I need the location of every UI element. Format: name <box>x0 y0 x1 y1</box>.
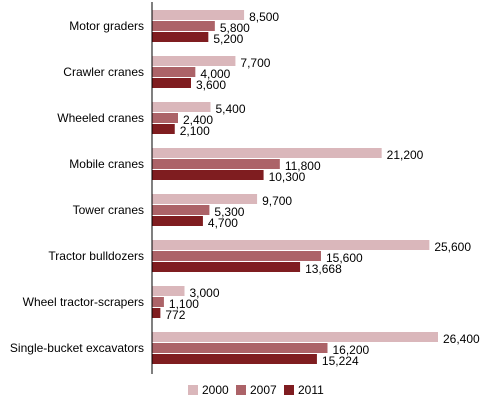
legend-swatch-2007 <box>236 385 246 395</box>
bar-mobile-cranes-2011 <box>152 170 264 180</box>
value-label-motor-graders-2007: 5,800 <box>220 21 250 35</box>
bar-tower-cranes-2000 <box>152 194 258 204</box>
legend-label-2000: 2000 <box>202 383 229 397</box>
value-label-tower-cranes-2011: 4,700 <box>208 216 238 230</box>
value-label-wheeled-cranes-2000: 5,400 <box>216 102 246 116</box>
value-label-crawler-cranes-2007: 4,000 <box>200 67 230 81</box>
value-label-mobile-cranes-2011: 10,300 <box>269 170 306 184</box>
bars-group <box>152 10 438 364</box>
category-label-wheeled-cranes: Wheeled cranes <box>57 111 144 125</box>
category-label-tower-cranes: Tower cranes <box>73 203 144 217</box>
bar-motor-graders-2007 <box>152 21 215 31</box>
value-label-mobile-cranes-2000: 21,200 <box>387 148 424 162</box>
value-label-tower-cranes-2000: 9,700 <box>262 194 292 208</box>
value-label-mobile-cranes-2007: 11,800 <box>285 159 321 173</box>
category-label-mobile-cranes: Mobile cranes <box>69 157 144 171</box>
bar-tractor-bulldozers-2011 <box>152 262 301 272</box>
bar-wheeled-cranes-2007 <box>152 113 178 123</box>
bar-tractor-bulldozers-2007 <box>152 251 321 261</box>
value-label-tractor-bulldozers-2000: 25,600 <box>434 240 471 254</box>
bar-wheel-tractor-scrapers-2007 <box>152 297 164 307</box>
value-label-single-bucket-excavators-2011: 15,224 <box>322 354 359 368</box>
value-label-wheel-tractor-scrapers-2011: 772 <box>165 308 185 322</box>
legend: 2000 2007 2011 <box>188 383 324 397</box>
value-label-wheeled-cranes-2011: 2,100 <box>180 124 210 138</box>
value-label-tractor-bulldozers-2011: 13,668 <box>305 262 342 276</box>
value-label-single-bucket-excavators-2007: 16,200 <box>333 343 370 357</box>
legend-label-2011: 2011 <box>298 383 324 397</box>
bar-motor-graders-2011 <box>152 32 209 42</box>
value-label-motor-graders-2011: 5,200 <box>213 32 243 46</box>
bar-crawler-cranes-2007 <box>152 67 196 77</box>
category-labels: Motor graders Crawler cranes Wheeled crane… <box>10 19 144 355</box>
value-label-motor-graders-2000: 8,500 <box>249 10 279 24</box>
value-label-wheeled-cranes-2007: 2,400 <box>183 113 213 127</box>
bar-wheel-tractor-scrapers-2011 <box>152 308 161 318</box>
bar-wheel-tractor-scrapers-2000 <box>152 286 185 296</box>
legend-swatch-2000 <box>188 385 198 395</box>
bar-wheeled-cranes-2011 <box>152 124 175 134</box>
bar-wheeled-cranes-2000 <box>152 102 211 112</box>
category-label-crawler-cranes: Crawler cranes <box>63 65 144 79</box>
category-label-motor-graders: Motor graders <box>69 19 144 33</box>
value-label-crawler-cranes-2000: 7,700 <box>240 56 270 70</box>
bar-single-bucket-excavators-2007 <box>152 343 328 353</box>
bar-tower-cranes-2011 <box>152 216 203 226</box>
category-label-wheel-tractor-scrapers: Wheel tractor-scrapers <box>23 295 144 309</box>
bar-crawler-cranes-2000 <box>152 56 236 66</box>
category-label-tractor-bulldozers: Tractor bulldozers <box>48 249 144 263</box>
bar-single-bucket-excavators-2011 <box>152 354 317 364</box>
bar-crawler-cranes-2011 <box>152 78 191 88</box>
bar-tractor-bulldozers-2000 <box>152 240 430 250</box>
bar-motor-graders-2000 <box>152 10 245 20</box>
legend-swatch-2011 <box>284 385 294 395</box>
bar-mobile-cranes-2000 <box>152 148 382 158</box>
value-label-tractor-bulldozers-2007: 15,600 <box>326 251 363 265</box>
bar-mobile-cranes-2007 <box>152 159 280 169</box>
bar-tower-cranes-2007 <box>152 205 210 215</box>
value-label-crawler-cranes-2011: 3,600 <box>196 78 226 92</box>
value-label-tower-cranes-2007: 5,300 <box>214 205 244 219</box>
legend-label-2007: 2007 <box>250 383 277 397</box>
value-label-wheel-tractor-scrapers-2007: 1,100 <box>169 297 199 311</box>
category-label-single-bucket-excavators: Single-bucket excavators <box>10 341 144 355</box>
bar-single-bucket-excavators-2000 <box>152 332 438 342</box>
value-label-wheel-tractor-scrapers-2000: 3,000 <box>190 286 220 300</box>
value-label-single-bucket-excavators-2000: 26,400 <box>443 332 480 346</box>
